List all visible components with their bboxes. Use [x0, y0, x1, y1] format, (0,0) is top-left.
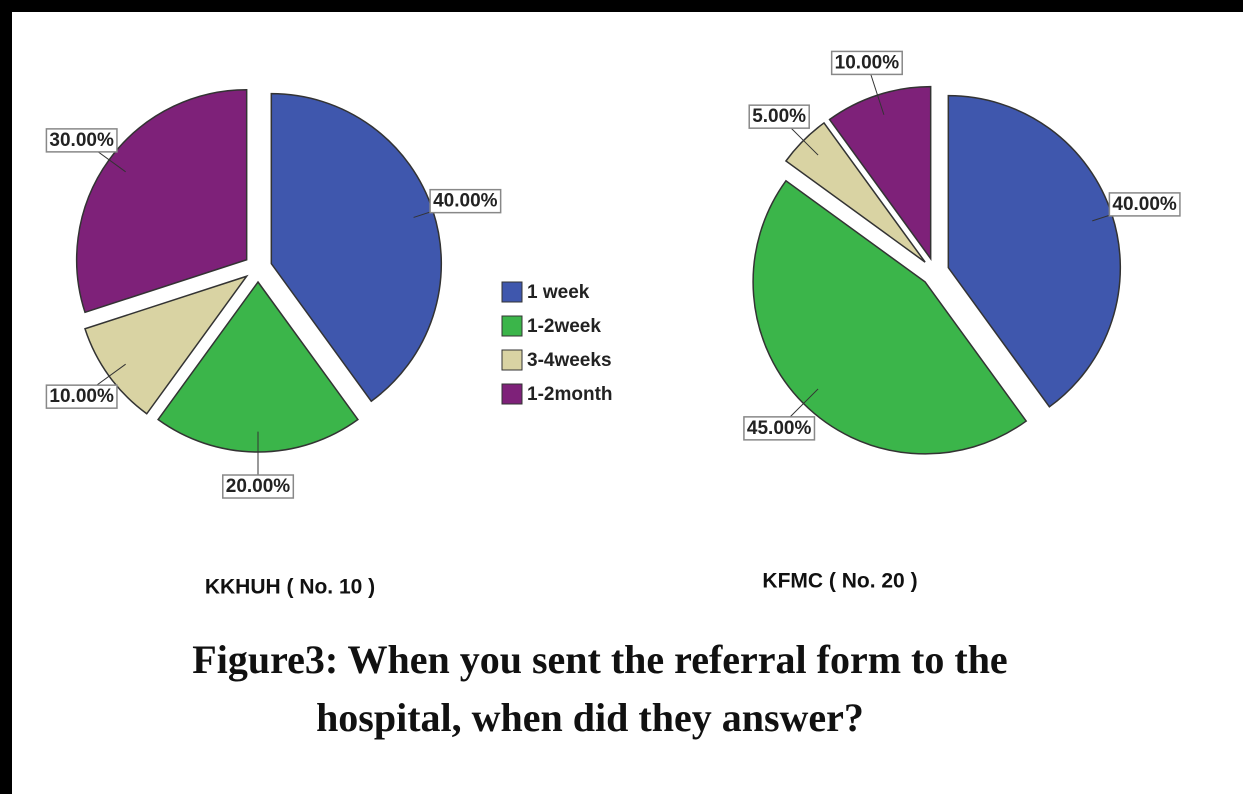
- value-label-box: [1108, 192, 1181, 217]
- legend-swatch: [501, 383, 523, 405]
- value-label-box: [748, 104, 810, 129]
- caption-line: Figure3: When you sent the referral form…: [192, 637, 1007, 682]
- legend-label: 1-2month: [527, 384, 613, 405]
- chart-title: KFMC ( No. 20 ): [762, 570, 917, 593]
- value-label: 40.00%: [1112, 194, 1177, 215]
- value-label-box: [743, 416, 816, 441]
- legend-swatch: [501, 315, 523, 337]
- value-label-box: [222, 474, 295, 499]
- value-label: 30.00%: [49, 130, 114, 151]
- value-label: 10.00%: [835, 52, 900, 73]
- value-label-box: [45, 384, 118, 409]
- caption-line: hospital, when did they answer?: [316, 695, 864, 740]
- chart-title: KKHUH ( No. 10 ): [205, 576, 375, 599]
- value-label: 45.00%: [747, 418, 812, 439]
- value-label: 40.00%: [433, 191, 498, 212]
- value-label: 20.00%: [226, 476, 291, 497]
- legend-label: 1-2week: [527, 316, 601, 337]
- legend-label: 3-4weeks: [527, 350, 612, 371]
- value-label-box: [45, 128, 118, 153]
- legend-swatch: [501, 349, 523, 371]
- value-label-box: [429, 188, 502, 214]
- legend-swatch: [501, 281, 523, 303]
- legend-label: 1 week: [527, 282, 590, 303]
- value-label-box: [830, 50, 903, 76]
- value-label: 10.00%: [49, 386, 114, 407]
- value-label: 5.00%: [752, 106, 806, 127]
